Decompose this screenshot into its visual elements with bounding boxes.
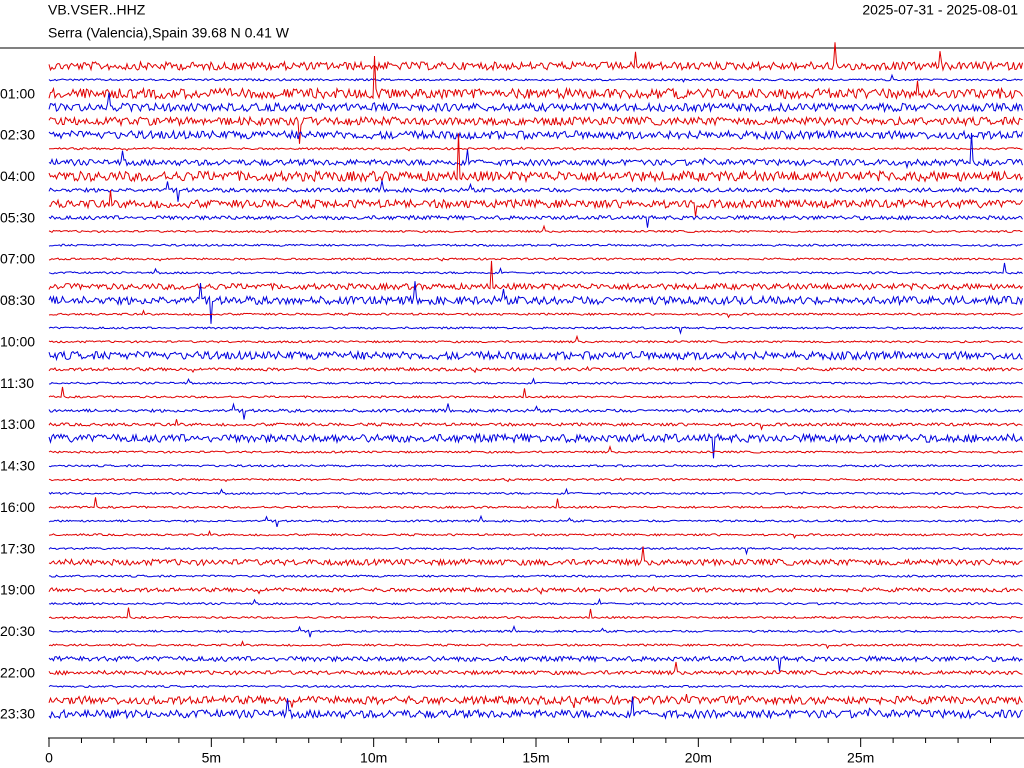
trace bbox=[48, 574, 1023, 578]
trace bbox=[48, 146, 1023, 152]
trace bbox=[48, 42, 1023, 72]
trace bbox=[48, 260, 1023, 292]
x-tick-label: 20m bbox=[685, 750, 712, 766]
y-tick-label: 01:00 bbox=[0, 85, 35, 101]
trace bbox=[48, 661, 1023, 676]
trace bbox=[48, 133, 1023, 184]
trace bbox=[48, 487, 1023, 496]
trace bbox=[48, 684, 1023, 689]
station-code: VB.VSER..HHZ bbox=[48, 2, 146, 18]
trace bbox=[48, 243, 1023, 247]
y-tick-label: 02:30 bbox=[0, 127, 35, 143]
station-location: Serra (Valencia),Spain 39.68 N 0.41 W bbox=[48, 25, 290, 41]
trace bbox=[48, 402, 1023, 420]
trace bbox=[48, 129, 1023, 141]
trace bbox=[48, 214, 1023, 228]
x-tick-label: 5m bbox=[202, 750, 221, 766]
x-tick-label: 0 bbox=[45, 750, 53, 766]
y-tick-label: 22:00 bbox=[0, 664, 35, 680]
trace bbox=[48, 262, 1023, 276]
trace bbox=[48, 546, 1023, 556]
trace bbox=[48, 693, 1023, 709]
trace bbox=[48, 281, 1023, 324]
trace bbox=[48, 180, 1023, 202]
trace bbox=[48, 597, 1023, 606]
trace bbox=[48, 432, 1023, 459]
trace bbox=[48, 514, 1023, 528]
trace bbox=[48, 655, 1023, 672]
y-tick-label: 23:30 bbox=[0, 706, 35, 722]
trace bbox=[48, 334, 1023, 344]
trace bbox=[48, 696, 1023, 720]
date-range: 2025-07-31 - 2025-08-01 bbox=[862, 2, 1018, 18]
trace bbox=[48, 190, 1023, 217]
y-tick-label: 10:00 bbox=[0, 333, 35, 349]
y-tick-label: 17:30 bbox=[0, 540, 35, 556]
trace bbox=[48, 546, 1023, 567]
trace bbox=[48, 256, 1023, 262]
trace bbox=[48, 224, 1023, 234]
trace bbox=[48, 92, 1023, 114]
trace bbox=[48, 477, 1023, 483]
trace bbox=[48, 73, 1023, 83]
x-tick-label: 25m bbox=[847, 750, 874, 766]
trace bbox=[48, 497, 1023, 509]
trace bbox=[48, 445, 1023, 454]
trace bbox=[48, 55, 1023, 101]
trace bbox=[48, 640, 1023, 650]
trace bbox=[48, 132, 1023, 170]
trace bbox=[48, 625, 1023, 638]
x-tick-label: 15m bbox=[522, 750, 549, 766]
x-tick-label: 10m bbox=[360, 750, 387, 766]
y-tick-label: 08:30 bbox=[0, 292, 35, 308]
y-tick-label: 19:00 bbox=[0, 582, 35, 598]
trace bbox=[48, 585, 1023, 596]
trace bbox=[48, 386, 1023, 399]
trace bbox=[48, 464, 1023, 468]
y-tick-label: 13:00 bbox=[0, 416, 35, 432]
trace bbox=[48, 309, 1023, 319]
y-tick-label: 07:00 bbox=[0, 251, 35, 267]
y-tick-label: 14:30 bbox=[0, 458, 35, 474]
trace bbox=[48, 419, 1023, 431]
y-tick-label: 11:30 bbox=[0, 375, 34, 391]
trace bbox=[48, 349, 1023, 362]
trace bbox=[48, 529, 1023, 540]
y-tick-label: 05:30 bbox=[0, 209, 35, 225]
trace bbox=[48, 607, 1023, 620]
trace bbox=[48, 377, 1023, 386]
y-tick-label: 16:00 bbox=[0, 499, 35, 515]
y-tick-label: 04:00 bbox=[0, 168, 35, 184]
trace bbox=[48, 365, 1023, 374]
y-tick-label: 20:30 bbox=[0, 623, 35, 639]
trace bbox=[48, 115, 1023, 144]
trace bbox=[48, 326, 1023, 335]
